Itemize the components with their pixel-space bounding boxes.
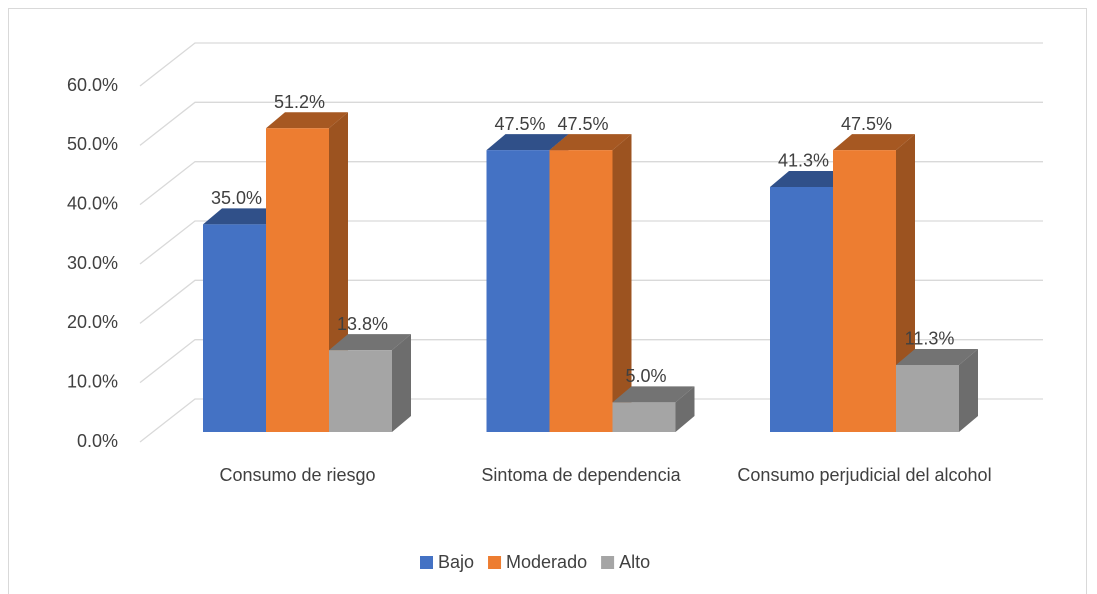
data-label: 47.5% bbox=[494, 114, 545, 134]
bar-top bbox=[203, 208, 285, 225]
grid-line bbox=[139, 161, 1043, 206]
grid-line bbox=[139, 42, 1043, 87]
bar-front bbox=[896, 364, 959, 432]
bar-front bbox=[770, 186, 833, 432]
y-tick-label: 0.0% bbox=[77, 431, 118, 451]
bar bbox=[549, 134, 632, 432]
bar-side bbox=[675, 386, 695, 432]
legend-swatch bbox=[488, 556, 502, 569]
y-tick-label: 10.0% bbox=[67, 371, 118, 391]
data-label: 35.0% bbox=[211, 188, 262, 208]
bar bbox=[896, 348, 978, 432]
grid-line bbox=[139, 398, 1043, 443]
bar bbox=[612, 386, 695, 432]
x-tick-label: Consumo de riesgo bbox=[219, 465, 376, 485]
bar-front bbox=[612, 402, 676, 432]
legend-label: Alto bbox=[619, 552, 650, 572]
bar-front bbox=[266, 128, 329, 433]
y-tick-label: 50.0% bbox=[67, 134, 118, 154]
grid-line bbox=[139, 339, 1043, 384]
chart-border bbox=[8, 8, 1087, 594]
data-label: 51.2% bbox=[274, 92, 325, 112]
bar-top bbox=[896, 348, 978, 365]
data-label: 5.0% bbox=[625, 366, 666, 386]
legend-label: Bajo bbox=[438, 552, 474, 572]
bar-top bbox=[266, 112, 348, 129]
bar-side bbox=[392, 334, 411, 432]
bar-front bbox=[486, 150, 550, 432]
bar-top bbox=[486, 134, 569, 151]
grid-line bbox=[139, 279, 1043, 324]
legend-swatch bbox=[420, 556, 433, 569]
y-tick-label: 40.0% bbox=[67, 193, 118, 213]
data-label: 47.5% bbox=[841, 114, 892, 134]
bar-top bbox=[549, 134, 632, 151]
y-tick-label: 30.0% bbox=[67, 253, 118, 273]
data-label: 41.3% bbox=[778, 151, 829, 171]
y-tick-label: 20.0% bbox=[67, 312, 118, 332]
data-label: 47.5% bbox=[557, 114, 608, 134]
bar-front bbox=[833, 150, 896, 432]
grid-line bbox=[139, 101, 1043, 146]
x-tick-label: Sintoma de dependencia bbox=[481, 465, 681, 485]
bar-top bbox=[833, 134, 915, 151]
grid-line bbox=[139, 220, 1043, 265]
bar-top bbox=[612, 386, 695, 403]
y-tick-label: 60.0% bbox=[67, 75, 118, 95]
bar-side bbox=[959, 348, 978, 432]
bar-front bbox=[203, 224, 266, 432]
data-label: 13.8% bbox=[337, 314, 388, 334]
bar bbox=[329, 334, 411, 432]
bar-top bbox=[329, 334, 411, 351]
bar-front bbox=[329, 350, 392, 432]
x-tick-label: Consumo perjudicial del alcohol bbox=[737, 465, 992, 485]
bar-side bbox=[612, 134, 632, 432]
bar-front bbox=[549, 150, 613, 432]
legend-swatch bbox=[601, 556, 615, 569]
bar-top bbox=[770, 170, 852, 187]
data-label: 11.3% bbox=[905, 329, 955, 349]
legend-label: Moderado bbox=[506, 552, 587, 572]
